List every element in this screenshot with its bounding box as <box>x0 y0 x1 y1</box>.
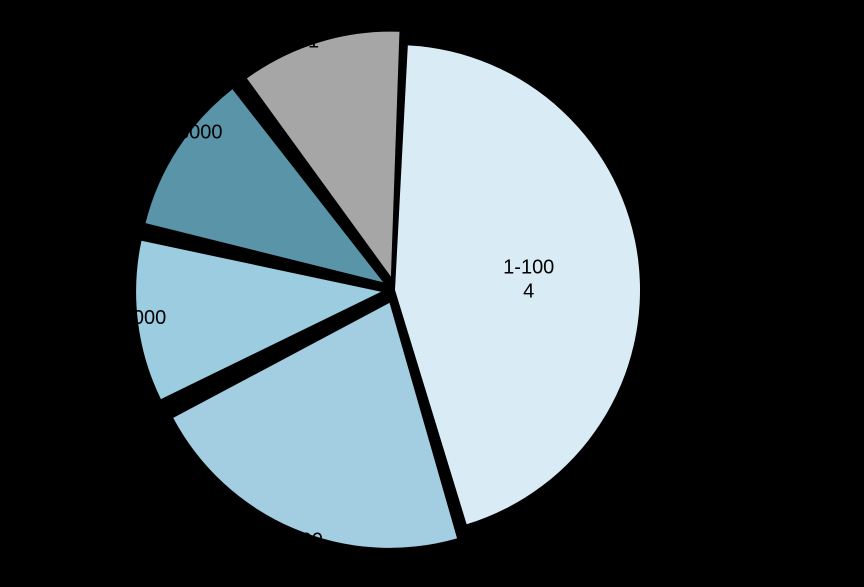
slice-label-name: odmowa odpowiedzi <box>223 7 404 29</box>
slice-label-value: 1 <box>308 31 319 53</box>
slice-label-value: 1 <box>156 145 167 167</box>
slice-label-name: 1000-3000 <box>71 307 167 329</box>
slice-label-value: 4 <box>523 281 534 303</box>
slice-label-name: powyżej 3000 <box>100 121 222 143</box>
slice-label-value: 2 <box>281 553 292 575</box>
slice-label-name: 1-100 <box>503 257 554 279</box>
pie-chart: odmowa odpowiedzi1powyżej 300011000-3000… <box>0 0 864 587</box>
slice-label-value: 1 <box>113 331 124 353</box>
slice-label-name: 100-500 <box>249 529 322 551</box>
